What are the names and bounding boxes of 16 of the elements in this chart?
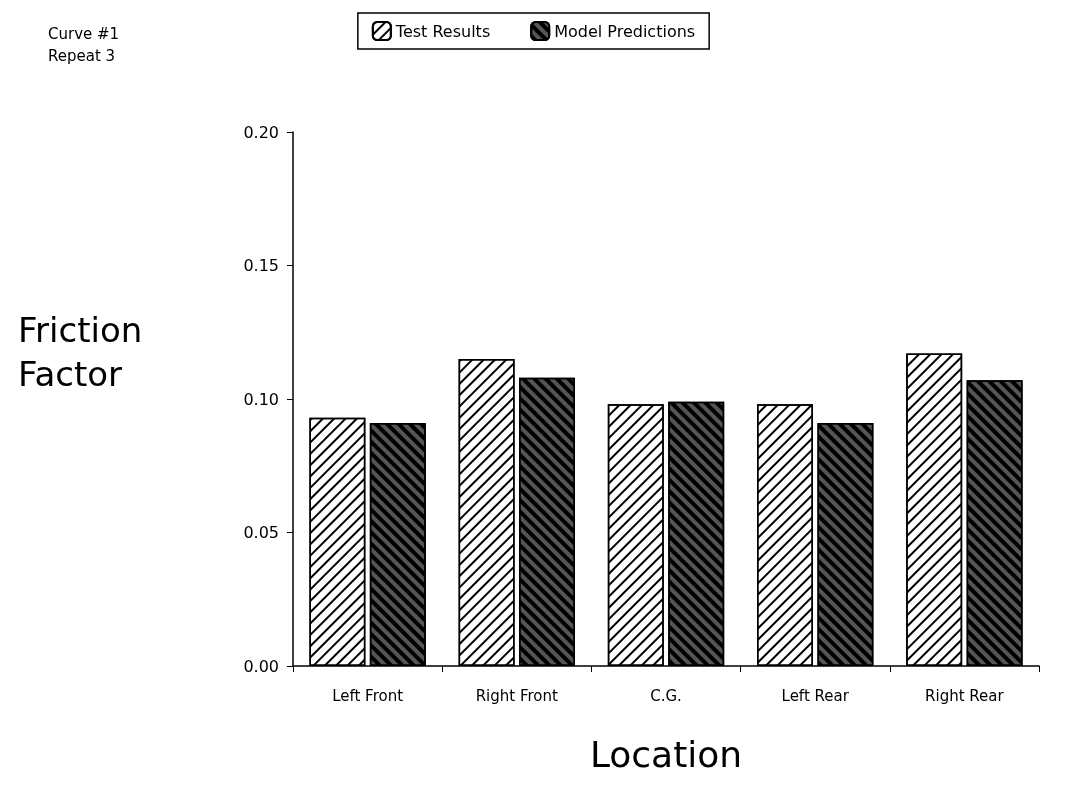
y-tick-label: 0.15	[243, 256, 279, 275]
legend-label: Test Results	[394, 21, 491, 41]
y-tick-label: 0.10	[243, 389, 279, 409]
x-tick-label: Left Rear	[781, 686, 850, 705]
x-tick-label: Left Front	[332, 686, 404, 705]
text: Curve #1	[48, 24, 120, 43]
x-tick-label: Right Front	[475, 686, 559, 705]
y-axis-title: Friction Factor	[18, 310, 154, 394]
y-tick-label: 0.20	[243, 122, 279, 142]
x-tick-label: Right Rear	[925, 686, 1005, 705]
legend-label: Model Predictions	[554, 21, 696, 41]
text: Repeat 3	[48, 46, 116, 65]
y-tick-label: 0.00	[243, 656, 279, 676]
y-tick-label: 0.05	[243, 523, 279, 542]
x-axis-title: Location	[589, 733, 743, 775]
x-tick-label: C.G.	[650, 686, 682, 705]
